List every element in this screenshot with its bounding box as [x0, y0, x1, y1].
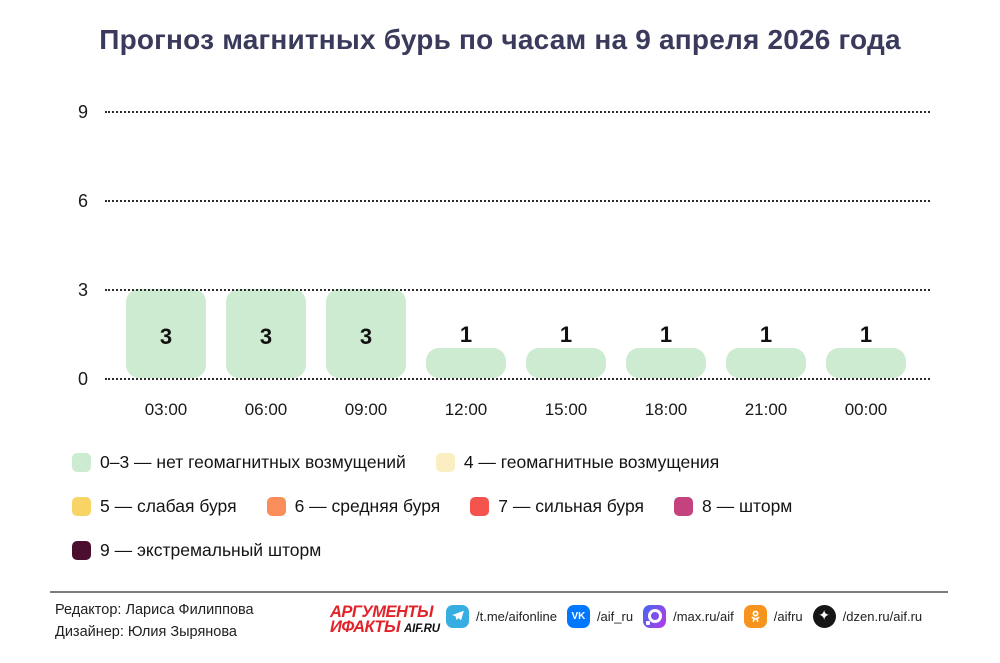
x-axis-tick: 03:00 — [144, 400, 188, 419]
legend-swatch — [266, 497, 286, 516]
social-handle: /aif_ru — [596, 608, 634, 624]
y-axis-tick: 9 — [77, 102, 88, 122]
bar-value-label: 1 — [759, 322, 773, 348]
page-title: Прогноз магнитных бурь по часам на 9 апр… — [99, 24, 901, 55]
legend-row: 5 — слабая буря 6 — средняя буря 7 — сильн… — [72, 496, 792, 517]
bar-group: 3 09:00 — [316, 111, 416, 419]
legend-label: 6 — средняя буря — [294, 496, 441, 516]
social-links: /t.me/aifonline VK/aif_ru/max.ru/aif/aifr… — [446, 603, 922, 629]
social-handle: /aifru — [773, 608, 803, 624]
legend-item: 8 — шторм — [674, 496, 792, 517]
bar — [326, 289, 406, 378]
legend-swatch — [72, 453, 91, 472]
y-axis-tick: 6 — [77, 191, 88, 211]
legend-row: 9 — экстремальный шторм — [72, 540, 792, 561]
gridline: 3 — [78, 280, 930, 300]
aif-logo: АРГУМЕНТЫ ИФАКТЫ AIF.RU — [330, 603, 440, 637]
bar-group: 1 00:00 — [816, 111, 916, 419]
legend-item: 9 — экстремальный шторм — [72, 540, 321, 561]
designer-credit: Дизайнер: Юлия Зырянова — [55, 624, 237, 640]
telegram-icon — [446, 604, 469, 628]
aif-logo-line2: ИФАКТЫ — [330, 618, 400, 636]
y-axis-tick: 3 — [77, 280, 88, 300]
legend-swatch — [72, 497, 91, 516]
legend-label: 5 — слабая буря — [100, 496, 237, 516]
bar-group: 3 06:00 — [216, 111, 316, 419]
bar-value-label: 3 — [259, 323, 273, 349]
x-axis-tick: 06:00 — [244, 400, 288, 419]
bars-row: 3 03:00 3 06:00 3 09:00 1 12:00 1 15:00 1 18:00 1 21:… — [116, 111, 916, 419]
bar-group: 3 03:00 — [116, 111, 216, 419]
social-link-max[interactable]: /max.ru/aif — [643, 604, 734, 628]
ok-icon — [743, 604, 767, 628]
bar-group: 1 12:00 — [416, 111, 516, 419]
bar-group: 1 15:00 — [516, 111, 616, 419]
legend-label: 9 — экстремальный шторм — [100, 540, 322, 560]
aif-logo-line1: АРГУМЕНТЫ — [330, 603, 433, 621]
aif-logo-suffix: AIF.RU — [403, 623, 440, 635]
x-axis-tick: 18:00 — [644, 400, 688, 419]
social-link-vk[interactable]: VK/aif_ru — [566, 604, 634, 628]
social-handle: /max.ru/aif — [673, 608, 734, 624]
dzen-icon: ✦ — [812, 604, 836, 628]
legend-item: 0–3 — нет геомагнитных возмущений — [72, 452, 406, 473]
bar-group: 1 21:00 — [716, 111, 816, 419]
bar — [726, 348, 806, 378]
footer-divider — [50, 591, 948, 593]
legend-label: 7 — сильная буря — [498, 496, 645, 516]
legend-row: 0–3 — нет геомагнитных возмущений 4 — гео… — [72, 452, 792, 473]
x-axis-tick: 15:00 — [544, 400, 588, 419]
bar — [226, 289, 306, 378]
x-axis-tick: 00:00 — [844, 400, 888, 419]
bar — [826, 348, 906, 378]
bar-value-label: 3 — [159, 323, 173, 349]
x-axis-tick: 21:00 — [744, 400, 788, 419]
bar-value-label: 1 — [659, 322, 673, 348]
social-link-dzen[interactable]: ✦ /dzen.ru/aif.ru — [812, 604, 923, 628]
y-axis-tick: 0 — [77, 369, 88, 389]
legend-swatch — [435, 453, 455, 472]
gridline: 9 — [78, 102, 930, 122]
x-axis-tick: 12:00 — [444, 400, 488, 419]
editor-credit: Редактор: Лариса Филиппова — [55, 602, 254, 618]
bar — [526, 348, 606, 378]
legend-item: 7 — сильная буря — [470, 496, 644, 517]
gridline: 0 — [78, 369, 930, 389]
legend-item: 6 — средняя буря — [266, 496, 441, 517]
legend-swatch — [470, 497, 490, 516]
bar-value-label: 1 — [559, 322, 573, 348]
legend: 0–3 — нет геомагнитных возмущений 4 — гео… — [72, 452, 792, 561]
bar — [426, 348, 506, 378]
credits: Редактор: Лариса Филиппова Дизайнер: Юли… — [55, 599, 254, 643]
bar-value-label: 1 — [859, 322, 873, 348]
legend-item: 4 — геомагнитные возмущения — [435, 452, 720, 473]
social-handle: /dzen.ru/aif.ru — [842, 608, 923, 624]
x-axis-tick: 09:00 — [344, 400, 388, 419]
social-handle: /t.me/aifonline — [476, 608, 557, 624]
legend-label: 4 — геомагнитные возмущения — [463, 452, 720, 472]
bar-value-label: 1 — [459, 322, 473, 348]
bar-value-label: 3 — [359, 323, 373, 349]
social-link-telegram[interactable]: /t.me/aifonline — [446, 604, 557, 628]
legend-swatch — [72, 541, 91, 560]
bar — [126, 289, 206, 378]
social-link-ok[interactable]: /aifru — [743, 604, 803, 628]
legend-label: 0–3 — нет геомагнитных возмущений — [100, 452, 406, 472]
plot-area: 3 03:00 3 06:00 3 09:00 1 12:00 1 15:00 1 18:00 1 21:… — [78, 102, 930, 419]
bar — [626, 348, 706, 378]
max-icon — [643, 604, 667, 628]
legend-label: 8 — шторм — [702, 496, 793, 516]
legend-item: 5 — слабая буря — [72, 496, 237, 517]
gridline: 6 — [78, 191, 930, 211]
vk-icon: VK — [566, 604, 590, 628]
legend-swatch — [674, 497, 694, 516]
bar-group: 1 18:00 — [616, 111, 716, 419]
